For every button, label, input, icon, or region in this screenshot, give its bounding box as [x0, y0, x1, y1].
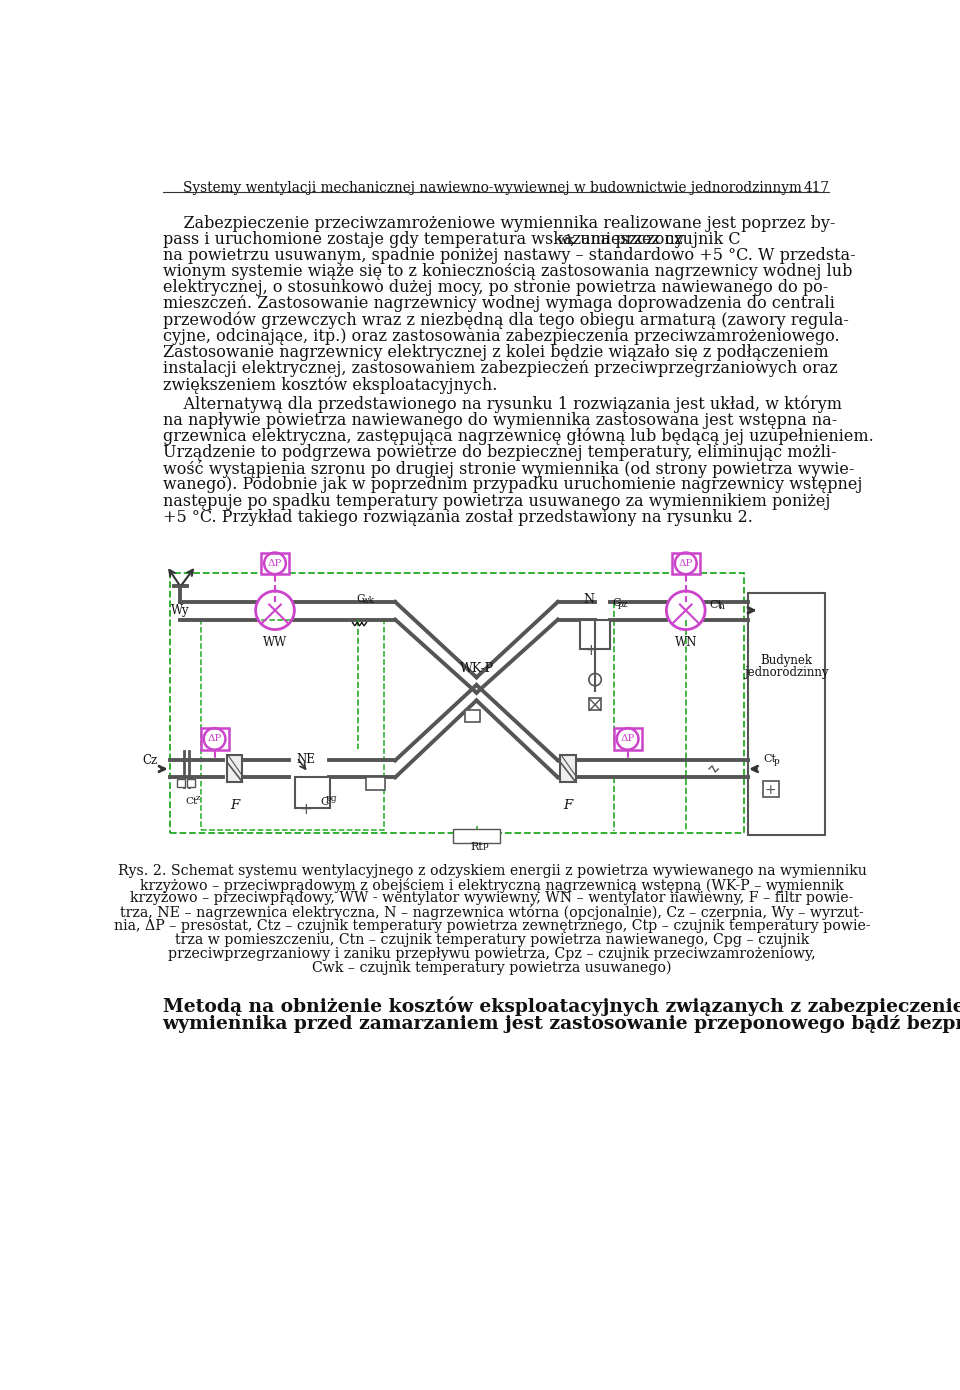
- Text: Cwk – czujnik temperatury powietrza usuwanego): Cwk – czujnik temperatury powietrza usuw…: [312, 960, 672, 974]
- Text: wanego). Podobnie jak w poprzednim przypadku uruchomienie nagrzewnicy wstępnej: wanego). Podobnie jak w poprzednim przyp…: [162, 477, 862, 493]
- Text: krzyżowo – przeciwprądowy, WW - wentylator wywiewny, WN – wentylator nawiewny, F: krzyżowo – przeciwprądowy, WW - wentylat…: [131, 891, 853, 905]
- Text: Zabezpieczenie przeciwzamrożeniowe wymiennika realizowane jest poprzez by-: Zabezpieczenie przeciwzamrożeniowe wymie…: [162, 214, 835, 232]
- Bar: [170, 573, 744, 833]
- Bar: [465, 710, 480, 721]
- Text: wk: wk: [362, 596, 375, 606]
- Text: wk: wk: [558, 234, 575, 247]
- Bar: [453, 828, 500, 842]
- Text: instalacji elektrycznej, zastosowaniem zabezpieczeń przeciwprzegrzaniowych oraz: instalacji elektrycznej, zastosowaniem z…: [162, 360, 837, 377]
- Text: pass i uruchomione zostaje gdy temperatura wskazana przez czujnik C: pass i uruchomione zostaje gdy temperatu…: [162, 231, 740, 247]
- Text: +5 °C. Przykład takiego rozwiązania został przedstawiony na rysunku 2.: +5 °C. Przykład takiego rozwiązania zost…: [162, 509, 753, 525]
- Text: Systemy wentylacji mechanicznej nawiewno-wywiewnej w budownictwie jednorodzinnym: Systemy wentylacji mechanicznej nawiewno…: [182, 181, 802, 195]
- Text: +: +: [299, 802, 312, 817]
- Text: Wy: Wy: [171, 605, 190, 617]
- Text: Budynek: Budynek: [760, 655, 812, 667]
- Text: cyjne, odcinające, itp.) oraz zastosowania zabezpieczenia przeciwzamrożeniowego.: cyjne, odcinające, itp.) oraz zastosowan…: [162, 328, 839, 345]
- Bar: [178, 778, 185, 787]
- Text: Rys. 2. Schemat systemu wentylacyjnego z odzyskiem energii z powietrza wywiewane: Rys. 2. Schemat systemu wentylacyjnego z…: [117, 863, 867, 877]
- Text: p: p: [483, 841, 489, 849]
- Bar: [672, 553, 700, 574]
- Text: Zastosowanie nagrzewnicy elektrycznej z kolei będzie wiązało się z podłączeniem: Zastosowanie nagrzewnicy elektrycznej z …: [162, 343, 828, 361]
- Text: z: z: [196, 794, 201, 802]
- Bar: [588, 698, 601, 710]
- Bar: [581, 620, 610, 649]
- Bar: [202, 620, 383, 830]
- Text: wymiennika przed zamarzaniem jest zastosowanie przeponowego bądź bezprzepono-: wymiennika przed zamarzaniem jest zastos…: [162, 1015, 960, 1033]
- Text: F: F: [564, 799, 572, 812]
- Text: na napływie powietrza nawiewanego do wymiennika zastosowana jest wstępna na-: na napływie powietrza nawiewanego do wym…: [162, 411, 837, 428]
- Text: ΔP: ΔP: [207, 734, 222, 744]
- Text: Ct: Ct: [185, 796, 198, 806]
- Bar: [201, 728, 228, 749]
- Text: zwiększeniem kosztów eksploatacyjnych.: zwiększeniem kosztów eksploatacyjnych.: [162, 377, 497, 393]
- Text: trza, NE – nagrzewnica elektryczna, N – nagrzewnica wtórna (opcjonalnie), Cz – c: trza, NE – nagrzewnica elektryczna, N – …: [120, 905, 864, 920]
- Text: pz: pz: [617, 600, 628, 609]
- Text: ΔP: ΔP: [620, 734, 635, 744]
- Text: krzyżowo – przeciwprądowym z obejściem i elektryczną nagrzewnicą wstępną (WK-P –: krzyżowo – przeciwprądowym z obejściem i…: [140, 877, 844, 892]
- Text: F: F: [230, 799, 239, 812]
- Text: p: p: [774, 756, 780, 766]
- Text: WW: WW: [263, 635, 287, 649]
- Bar: [367, 777, 385, 790]
- Text: trza w pomieszczeniu, Ctn – czujnik temperatury powietrza nawiewanego, Cpg – czu: trza w pomieszczeniu, Ctn – czujnik temp…: [175, 933, 809, 947]
- Text: Urządzenie to podgrzewa powietrze do bezpiecznej temperatury, eliminując możli-: Urządzenie to podgrzewa powietrze do bez…: [162, 443, 836, 461]
- Text: Rt: Rt: [470, 842, 483, 852]
- Bar: [613, 728, 641, 749]
- Text: WN: WN: [675, 635, 697, 649]
- Text: pg: pg: [325, 794, 337, 803]
- Text: n: n: [719, 602, 725, 610]
- Text: WK-P: WK-P: [460, 662, 493, 676]
- Bar: [261, 553, 289, 574]
- Text: C: C: [320, 796, 328, 806]
- Bar: [187, 778, 195, 787]
- Text: N: N: [584, 592, 594, 606]
- Bar: [763, 781, 779, 796]
- Text: 417: 417: [804, 181, 829, 195]
- Text: jednorodzinny: jednorodzinny: [744, 666, 828, 678]
- Text: grzewnica elektryczna, zastępująca nagrzewnicę główną lub będącą jej uzupełnieni: grzewnica elektryczna, zastępująca nagrz…: [162, 428, 874, 445]
- Bar: [748, 592, 826, 835]
- Bar: [227, 755, 243, 783]
- Text: na powietrzu usuwanym, spadnie poniżej nastawy – standardowo +5 °C. W przedsta-: na powietrzu usuwanym, spadnie poniżej n…: [162, 247, 855, 264]
- Text: Cz: Cz: [142, 755, 157, 767]
- Text: Ct: Ct: [709, 599, 722, 610]
- Text: wionym systemie wiąże się to z koniecznością zastosowania nagrzewnicy wodnej lub: wionym systemie wiąże się to z konieczno…: [162, 263, 852, 279]
- Bar: [295, 777, 330, 808]
- Text: wość wystąpienia szronu po drugiej stronie wymiennika (od strony powietrza wywie: wość wystąpienia szronu po drugiej stron…: [162, 460, 854, 478]
- Text: , umieszczony: , umieszczony: [569, 231, 684, 247]
- Text: NE: NE: [297, 753, 316, 766]
- Text: następuje po spadku temperatury powietrza usuwanego za wymiennikiem poniżej: następuje po spadku temperatury powietrz…: [162, 492, 830, 510]
- Text: nia, ΔP – presostat, Ctz – czujnik temperatury powietrza zewnętrznego, Ctp – czu: nia, ΔP – presostat, Ctz – czujnik tempe…: [113, 919, 871, 933]
- Text: Metodą na obniżenie kosztów eksploatacyjnych związanych z zabezpieczeniem: Metodą na obniżenie kosztów eksploatacyj…: [162, 997, 960, 1016]
- Text: przewodów grzewczych wraz z niezbędną dla tego obiegu armaturą (zawory regula-: przewodów grzewczych wraz z niezbędną dl…: [162, 311, 849, 329]
- Text: C: C: [612, 598, 620, 607]
- Text: +: +: [765, 783, 777, 796]
- Text: Alternatywą dla przedstawionego na rysunku 1 rozwiązania jest układ, w którym: Alternatywą dla przedstawionego na rysun…: [162, 396, 842, 413]
- Text: elektrycznej, o stosunkowo dużej mocy, po stronie powietrza nawiewanego do po-: elektrycznej, o stosunkowo dużej mocy, p…: [162, 279, 828, 296]
- Text: mieszczeń. Zastosowanie nagrzewnicy wodnej wymaga doprowadzenia do centrali: mieszczeń. Zastosowanie nagrzewnicy wodn…: [162, 296, 834, 313]
- Text: przeciwprzegrzaniowy i zaniku przepływu powietrza, Cpz – czujnik przeciwzamrożen: przeciwprzegrzaniowy i zaniku przepływu …: [168, 947, 816, 960]
- Bar: [561, 755, 576, 783]
- Text: ΔP: ΔP: [679, 559, 693, 569]
- Text: C: C: [356, 594, 365, 605]
- Text: Ct: Ct: [763, 755, 777, 765]
- Text: ΔP: ΔP: [268, 559, 282, 569]
- Text: +: +: [585, 642, 597, 657]
